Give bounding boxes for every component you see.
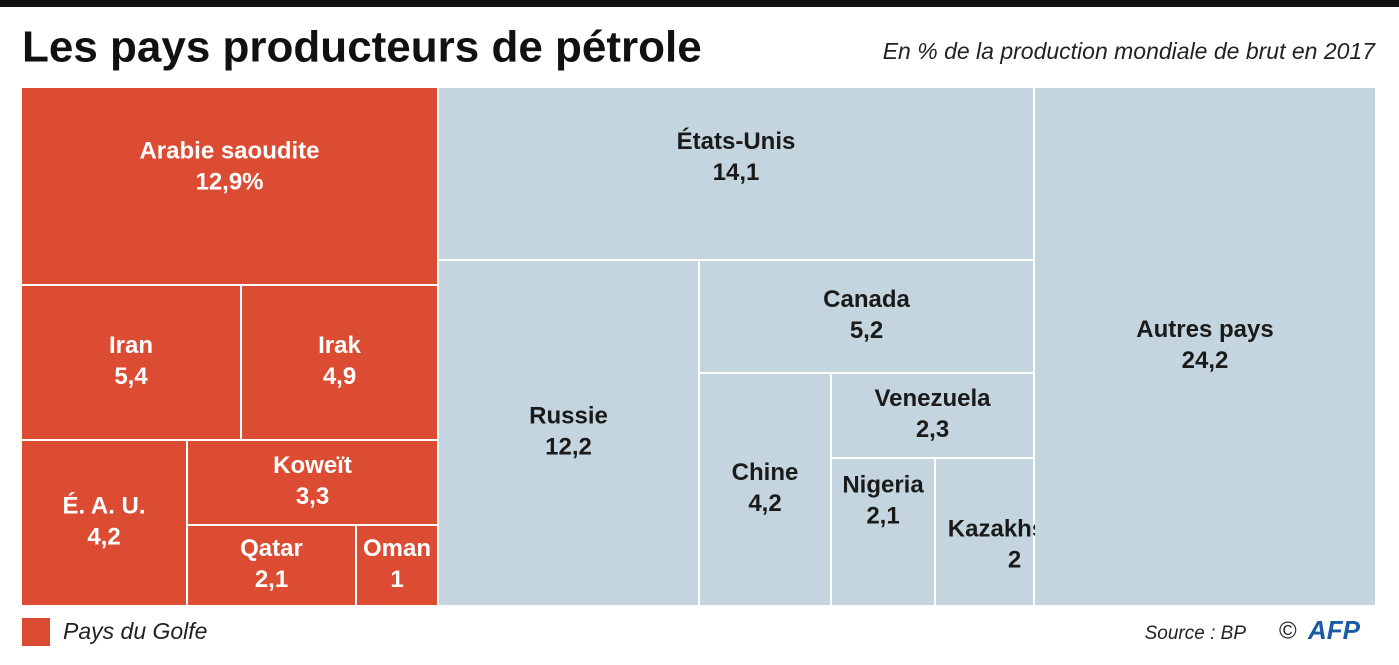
legend-label: Pays du Golfe (63, 618, 207, 644)
cell-value: 2 (1008, 546, 1021, 573)
treemap-cell (936, 459, 1033, 605)
treemap-cell (188, 441, 437, 524)
cell-value: 3,3 (296, 483, 329, 510)
treemap-cell (832, 374, 1033, 457)
cell-value: 5,4 (114, 363, 148, 390)
cell-value: 2,1 (866, 502, 899, 529)
treemap-cell (22, 286, 240, 439)
cell-value: 5,2 (850, 317, 883, 344)
treemap-cell (242, 286, 437, 439)
cell-name: Canada (823, 286, 910, 313)
cell-value: 24,2 (1182, 347, 1229, 374)
cell-name: Autres pays (1136, 316, 1273, 343)
copyright: © (1279, 617, 1297, 644)
cell-name: Chine (732, 459, 799, 486)
cell-name: Qatar (240, 535, 303, 562)
cell-name: Nigeria (842, 471, 924, 498)
treemap-cell (439, 261, 698, 605)
cell-value: 2,1 (255, 566, 288, 593)
cell-value: 4,2 (87, 523, 120, 550)
credit-logo: AFP (1307, 615, 1361, 645)
cell-value: 4,9 (323, 363, 356, 390)
cell-name: Russie (529, 402, 608, 429)
cell-value: 14,1 (713, 159, 760, 186)
cell-name: Oman (363, 535, 431, 562)
chart-title: Les pays producteurs de pétrole (22, 23, 702, 72)
treemap-cell (1035, 88, 1375, 605)
cell-name: Venezuela (874, 385, 991, 412)
cell-name: Iran (109, 332, 153, 359)
treemap-cell (832, 459, 934, 605)
treemap-cell (188, 526, 355, 605)
treemap-cell (700, 261, 1033, 372)
cell-name: Irak (318, 332, 361, 359)
cell-value: 4,2 (748, 490, 781, 517)
cell-value: 12,2 (545, 433, 592, 460)
cell-value: 12,9% (195, 168, 263, 195)
cell-name: Koweït (273, 452, 352, 479)
cell-value: 2,3 (916, 416, 949, 443)
treemap-cell (439, 88, 1033, 259)
cell-name: Arabie saoudite (139, 137, 319, 164)
chart-subtitle: En % de la production mondiale de brut e… (883, 38, 1376, 64)
top-bar (0, 0, 1399, 7)
treemap-cell (22, 88, 437, 284)
legend-swatch (22, 618, 50, 646)
cell-name: États-Unis (677, 127, 796, 155)
treemap-cell (22, 441, 186, 605)
cell-name: É. A. U. (62, 491, 145, 519)
source: Source : BP (1145, 623, 1247, 644)
treemap-cell (700, 374, 830, 605)
treemap-cell (357, 526, 437, 605)
cell-value: 1 (390, 566, 403, 593)
